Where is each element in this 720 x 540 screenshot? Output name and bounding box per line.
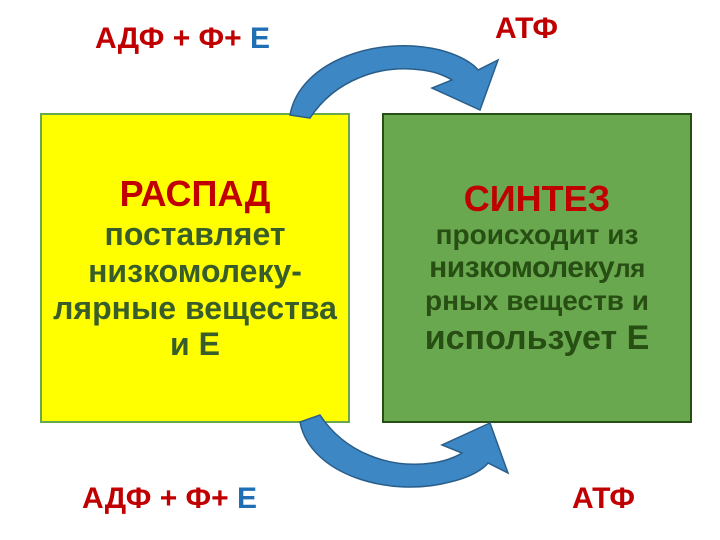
synthesis-body: происходит из низкомолекуля рных веществ…	[392, 219, 682, 358]
arrow-top	[290, 46, 498, 118]
decay-title: РАСПАД	[50, 173, 340, 214]
formula-text: АДФ + Ф+	[95, 22, 250, 55]
synthesis-line1: происходит из	[392, 219, 682, 251]
label-atp-top: АТФ	[495, 12, 558, 46]
synthesis-line4: использует Е	[392, 319, 682, 358]
formula-text: АДФ + Ф+	[82, 482, 237, 515]
formula-energy: Е	[250, 22, 270, 55]
formula-energy: Е	[237, 482, 257, 515]
formula-bottom-left: АДФ + Ф+ Е	[82, 482, 257, 516]
synthesis-box: СИНТЕЗ происходит из низкомолекуля рных …	[382, 113, 692, 423]
label-atp-bottom: АТФ	[572, 482, 635, 516]
decay-box: РАСПАД поставляет низкомолеку-лярные вещ…	[40, 113, 350, 423]
decay-body: поставляет низкомолеку-лярные вещества и…	[50, 216, 340, 363]
synthesis-line2: низкомолекуля	[392, 251, 682, 285]
synthesis-title: СИНТЕЗ	[392, 178, 682, 219]
formula-top-left: АДФ + Ф+ Е	[95, 22, 270, 56]
arrow-bottom	[300, 415, 508, 487]
synthesis-line3: рных веществ и	[392, 285, 682, 317]
